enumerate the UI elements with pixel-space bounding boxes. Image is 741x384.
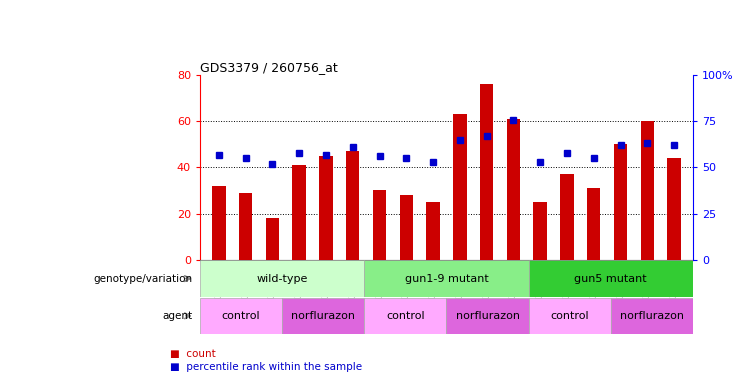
Text: GDS3379 / 260756_at: GDS3379 / 260756_at bbox=[200, 61, 338, 74]
Text: agent: agent bbox=[162, 311, 193, 321]
Bar bbox=[560, 174, 574, 260]
Bar bbox=[528, 298, 611, 334]
Text: gun1-9 mutant: gun1-9 mutant bbox=[405, 273, 488, 284]
Bar bbox=[453, 114, 467, 260]
Bar bbox=[239, 193, 252, 260]
Bar bbox=[446, 298, 528, 334]
Bar bbox=[534, 202, 547, 260]
Bar bbox=[480, 84, 494, 260]
Bar bbox=[614, 144, 627, 260]
Bar bbox=[282, 298, 365, 334]
Text: ■  count: ■ count bbox=[170, 349, 216, 359]
Bar bbox=[611, 298, 693, 334]
Text: control: control bbox=[551, 311, 589, 321]
Text: norflurazon: norflurazon bbox=[291, 311, 355, 321]
Text: ■  percentile rank within the sample: ■ percentile rank within the sample bbox=[170, 362, 362, 372]
Bar bbox=[528, 260, 693, 297]
Bar bbox=[319, 156, 333, 260]
Bar bbox=[426, 202, 439, 260]
Bar bbox=[365, 298, 446, 334]
Bar bbox=[212, 186, 225, 260]
Bar bbox=[373, 190, 386, 260]
Bar bbox=[346, 151, 359, 260]
Text: norflurazon: norflurazon bbox=[456, 311, 519, 321]
Text: control: control bbox=[222, 311, 260, 321]
Text: norflurazon: norflurazon bbox=[619, 311, 684, 321]
Text: gun5 mutant: gun5 mutant bbox=[574, 273, 647, 284]
Text: wild-type: wild-type bbox=[256, 273, 308, 284]
Bar bbox=[293, 165, 306, 260]
Bar bbox=[399, 195, 413, 260]
Text: control: control bbox=[386, 311, 425, 321]
Bar bbox=[641, 121, 654, 260]
Bar bbox=[668, 158, 681, 260]
Bar bbox=[266, 218, 279, 260]
Text: genotype/variation: genotype/variation bbox=[93, 273, 193, 284]
Bar bbox=[507, 119, 520, 260]
Bar bbox=[365, 260, 528, 297]
Bar bbox=[200, 298, 282, 334]
Bar bbox=[587, 188, 600, 260]
Bar bbox=[200, 260, 365, 297]
